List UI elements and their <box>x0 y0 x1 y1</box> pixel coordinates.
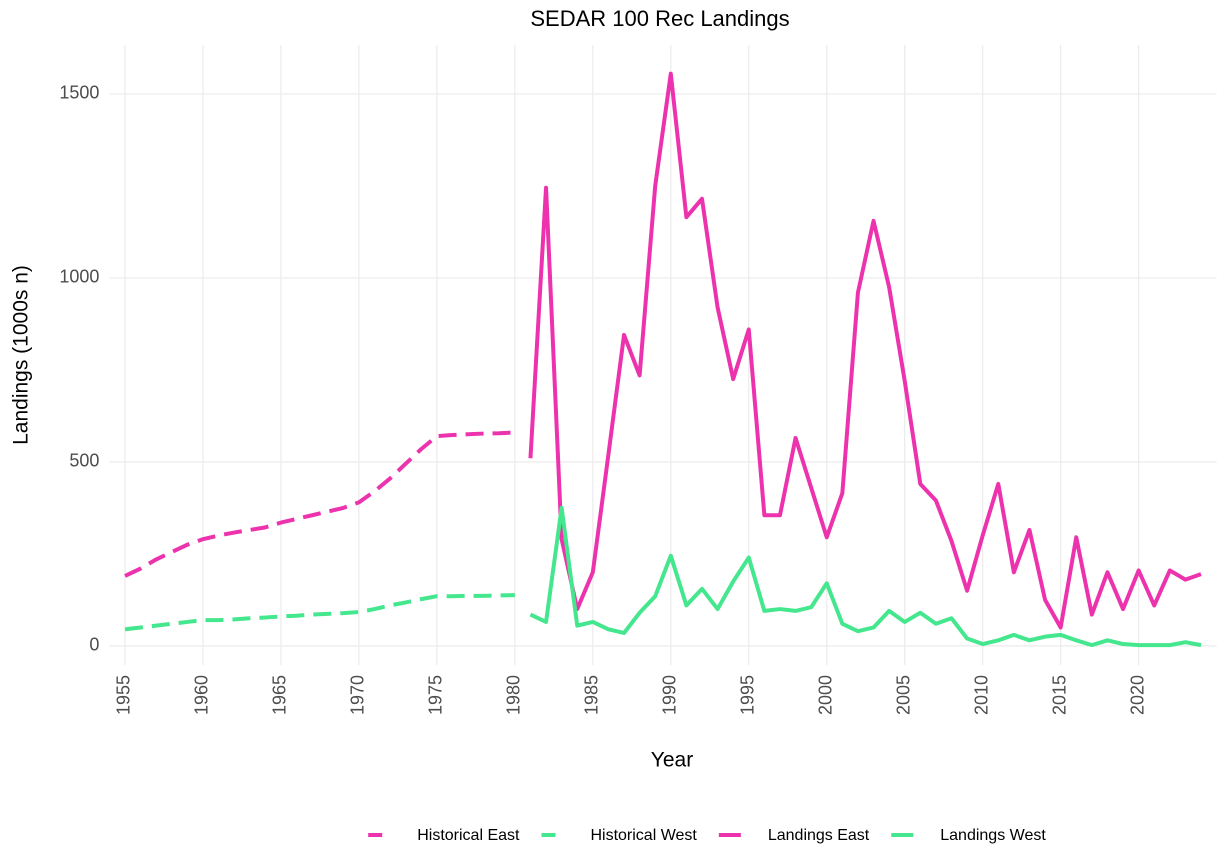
x-tick-label: 2005 <box>893 675 913 715</box>
x-tick-label: 2015 <box>1049 675 1069 715</box>
x-tick-label: 1975 <box>426 675 446 715</box>
legend-label: Historical East <box>417 827 520 844</box>
x-tick-label: 1995 <box>738 675 758 715</box>
y-tick-label: 0 <box>89 635 99 655</box>
data-line <box>528 71 1202 630</box>
x-tick-label: 1955 <box>114 675 134 715</box>
legend-label: Landings West <box>940 827 1046 844</box>
x-tick-label: 1985 <box>582 675 602 715</box>
x-tick-label: 1990 <box>660 675 680 715</box>
y-tick-label: 1000 <box>59 267 99 287</box>
x-tick-label: 2010 <box>971 675 991 715</box>
x-tick-label: 2020 <box>1127 675 1147 715</box>
y-tick-label: 500 <box>69 451 99 471</box>
x-tick-label: 1960 <box>192 675 212 715</box>
x-tick-label: 1980 <box>504 675 524 715</box>
data-line <box>124 593 515 632</box>
chart-title: SEDAR 100 Rec Landings <box>530 6 789 31</box>
y-tick-label: 1500 <box>59 83 99 103</box>
x-tick-label: 2000 <box>815 675 835 715</box>
y-axis-title: Landings (1000s n) <box>10 265 33 445</box>
data-line <box>124 430 515 578</box>
legend-label: Historical West <box>590 827 697 844</box>
legend-label: Landings East <box>768 827 870 844</box>
x-axis-title: Year <box>651 749 693 772</box>
x-tick-label: 1970 <box>348 675 368 715</box>
x-tick-label: 1965 <box>270 675 290 715</box>
data-line <box>529 505 1202 648</box>
